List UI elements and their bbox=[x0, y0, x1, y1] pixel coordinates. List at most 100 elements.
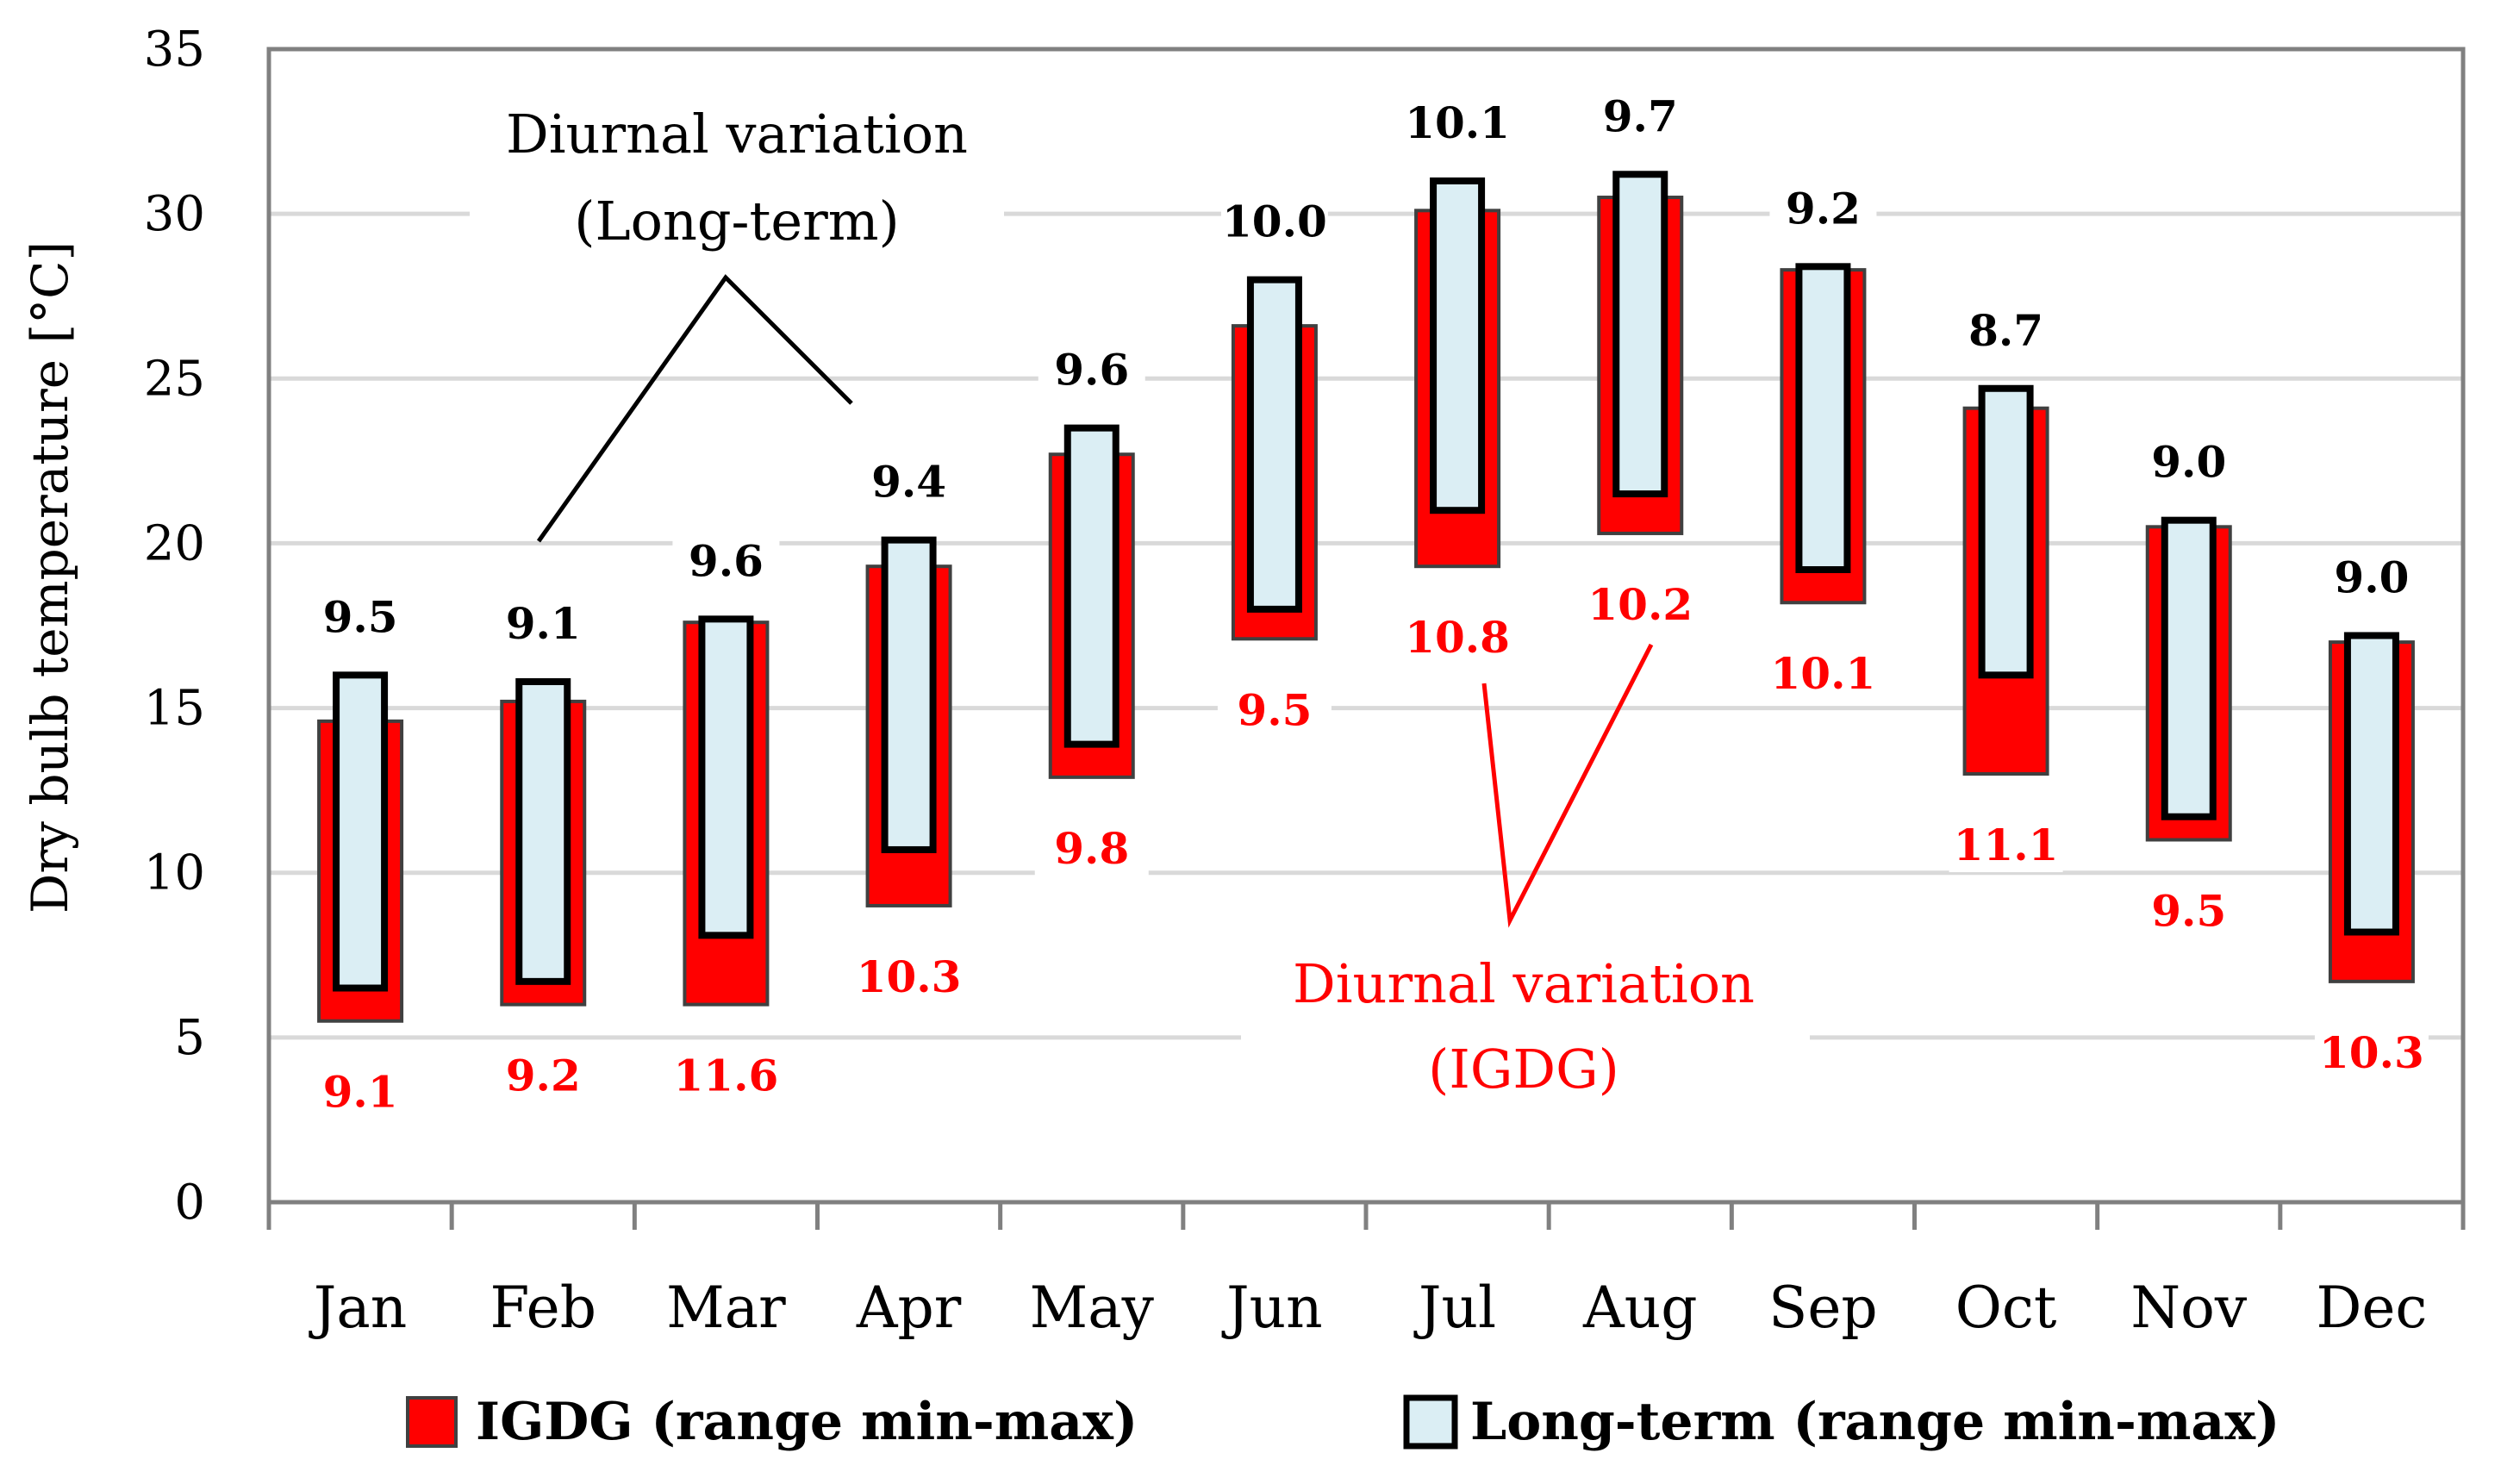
label-background bbox=[1217, 687, 1332, 738]
igdg-value-label: 9.2 bbox=[506, 1051, 581, 1101]
label-background bbox=[490, 600, 597, 651]
label-background bbox=[1583, 581, 1698, 632]
label-background bbox=[2317, 554, 2425, 605]
x-tick-label: Feb bbox=[490, 1275, 597, 1341]
label-background bbox=[1404, 99, 1512, 150]
igdg-value-label: 10.3 bbox=[857, 951, 962, 1002]
long-term-value-label: 9.0 bbox=[2334, 552, 2409, 602]
long-term-bar bbox=[1063, 424, 1120, 748]
igdg-value-label: 11.1 bbox=[1954, 820, 2059, 870]
y-axis-label: Dry bulb temperature [°C] bbox=[21, 241, 79, 913]
long-term-value-label: 10.0 bbox=[1222, 196, 1327, 247]
long-term-bar bbox=[2343, 632, 2399, 936]
y-tick-label: 10 bbox=[144, 845, 205, 901]
long-term-bar bbox=[881, 536, 937, 853]
label-background bbox=[1952, 307, 2060, 358]
igdg-value-label: 9.8 bbox=[1054, 823, 1129, 874]
label-background bbox=[672, 538, 780, 589]
x-tick-label: Oct bbox=[1955, 1275, 2057, 1341]
long-term-bar bbox=[1246, 276, 1302, 613]
long-term-bar bbox=[515, 677, 571, 985]
long-term-bar bbox=[1978, 384, 2034, 679]
legend-swatch-long-term bbox=[1403, 1394, 1458, 1450]
igdg-value-label: 11.6 bbox=[674, 1051, 779, 1101]
gridlines bbox=[269, 211, 2463, 1040]
label-background bbox=[1400, 614, 1515, 665]
igdg-value-label: 10.8 bbox=[1405, 612, 1510, 663]
y-tick-label: 30 bbox=[144, 186, 205, 242]
annotation-igdg-pointer bbox=[1481, 643, 1654, 928]
label-background bbox=[1769, 185, 1877, 236]
annotation-background bbox=[1241, 939, 1810, 1112]
data-labels: 9.5 9.1 9.1 9.2 9.6 11.6 9.4 10.3 9.6 9.8 10.0 9.5 1… bbox=[303, 90, 2429, 1119]
annotation-background bbox=[470, 95, 1004, 259]
label-background bbox=[1034, 825, 1149, 876]
igdg-value-label: 10.1 bbox=[1771, 648, 1876, 699]
y-tick-label: 5 bbox=[174, 1010, 205, 1066]
y-tick-label: 15 bbox=[144, 681, 205, 737]
long-term-value-label: 9.5 bbox=[323, 591, 398, 642]
long-term-bar bbox=[333, 671, 389, 992]
long-term-value-label: 9.7 bbox=[1603, 90, 1678, 141]
long-term-bar bbox=[1430, 177, 1486, 514]
x-tick-label: Mar bbox=[666, 1275, 786, 1341]
long-term-value-label: 8.7 bbox=[1968, 305, 2043, 356]
annotation-igdg-line2: (IGDG) bbox=[1428, 1038, 1619, 1101]
annotations: Diurnal variation (Long-term) Diurnal vari… bbox=[470, 95, 1810, 1112]
y-tick-label: 25 bbox=[144, 351, 205, 407]
label-background bbox=[855, 458, 963, 509]
x-tick-label: Nov bbox=[2130, 1275, 2247, 1341]
long-term-bar bbox=[1612, 171, 1668, 498]
x-tick-label: Dec bbox=[2316, 1275, 2427, 1341]
legend-label-long-term: Long-term (range min-max) bbox=[1470, 1392, 2280, 1452]
igdg-value-label: 10.2 bbox=[1587, 579, 1693, 630]
annotation-long-term-line2: (Long-term) bbox=[574, 190, 899, 253]
annotation-long-term-pointer bbox=[536, 274, 853, 543]
x-tick-label: Jan bbox=[309, 1275, 407, 1341]
bars bbox=[317, 171, 2415, 1023]
igdg-value-label: 10.3 bbox=[2319, 1027, 2424, 1078]
long-term-value-label: 9.6 bbox=[1054, 345, 1129, 396]
x-tick-label: Jul bbox=[1413, 1275, 1496, 1341]
long-term-bar bbox=[1795, 263, 1851, 574]
x-tick-label: Jun bbox=[1221, 1275, 1322, 1341]
igdg-value-label: 9.5 bbox=[2151, 885, 2226, 936]
y-axis: 0 5 10 15 20 25 30 35 bbox=[144, 22, 205, 1231]
label-background bbox=[2135, 439, 2242, 489]
long-term-value-label: 9.2 bbox=[1786, 183, 1861, 234]
label-background bbox=[1220, 198, 1328, 249]
y-tick-label: 0 bbox=[174, 1175, 205, 1231]
label-background bbox=[303, 1069, 418, 1119]
x-tick-label: Aug bbox=[1582, 1275, 1697, 1341]
igdg-value-label: 9.1 bbox=[323, 1067, 398, 1118]
y-tick-label: 35 bbox=[144, 22, 205, 78]
long-term-value-label: 9.4 bbox=[871, 457, 946, 508]
label-background bbox=[1766, 651, 1880, 701]
x-tick-label: Apr bbox=[856, 1275, 962, 1341]
legend: IGDG (range min-max) Long-term (range min… bbox=[406, 1392, 2280, 1452]
label-background bbox=[851, 953, 966, 1004]
label-background bbox=[1038, 346, 1145, 397]
x-tick-label: Sep bbox=[1768, 1275, 1878, 1341]
long-term-value-label: 9.6 bbox=[689, 535, 764, 586]
label-background bbox=[2131, 888, 2246, 938]
long-term-value-label: 9.1 bbox=[506, 598, 581, 649]
annotation-igdg-line1: Diurnal variation bbox=[1293, 952, 1755, 1015]
label-background bbox=[669, 1052, 783, 1103]
long-term-bar bbox=[698, 615, 754, 939]
annotation-long-term-line1: Diurnal variation bbox=[506, 103, 968, 165]
igdg-value-label: 9.5 bbox=[1237, 684, 1312, 735]
legend-swatch-igdg bbox=[406, 1396, 458, 1448]
label-background bbox=[307, 594, 415, 645]
x-axis: Jan Feb Mar Apr May Jun Jul Aug Sep Oct Nov Dec bbox=[266, 1202, 2466, 1341]
label-background bbox=[486, 1052, 601, 1103]
legend-label-igdg: IGDG (range min-max) bbox=[476, 1392, 1138, 1452]
long-term-bar bbox=[2161, 516, 2217, 820]
long-term-value-label: 9.0 bbox=[2151, 437, 2226, 488]
label-background bbox=[2314, 1029, 2429, 1080]
x-tick-label: May bbox=[1030, 1275, 1155, 1341]
long-term-value-label: 10.1 bbox=[1405, 97, 1510, 148]
y-tick-label: 20 bbox=[144, 515, 205, 571]
label-background bbox=[1587, 93, 1694, 144]
